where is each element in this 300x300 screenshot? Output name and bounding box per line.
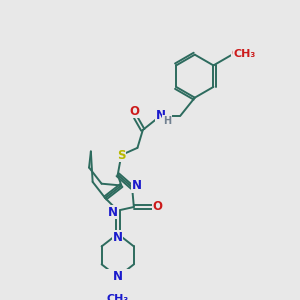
Text: CH₃: CH₃: [106, 294, 129, 300]
Text: O: O: [231, 47, 241, 60]
Text: CH₃: CH₃: [233, 49, 256, 59]
Text: S: S: [117, 148, 126, 161]
Text: N: N: [113, 270, 123, 284]
Text: O: O: [130, 105, 140, 118]
Text: N: N: [113, 231, 123, 244]
Text: O: O: [152, 200, 162, 214]
Text: H: H: [163, 116, 171, 126]
Text: N: N: [108, 206, 118, 219]
Text: N: N: [132, 179, 142, 192]
Text: N: N: [156, 109, 166, 122]
